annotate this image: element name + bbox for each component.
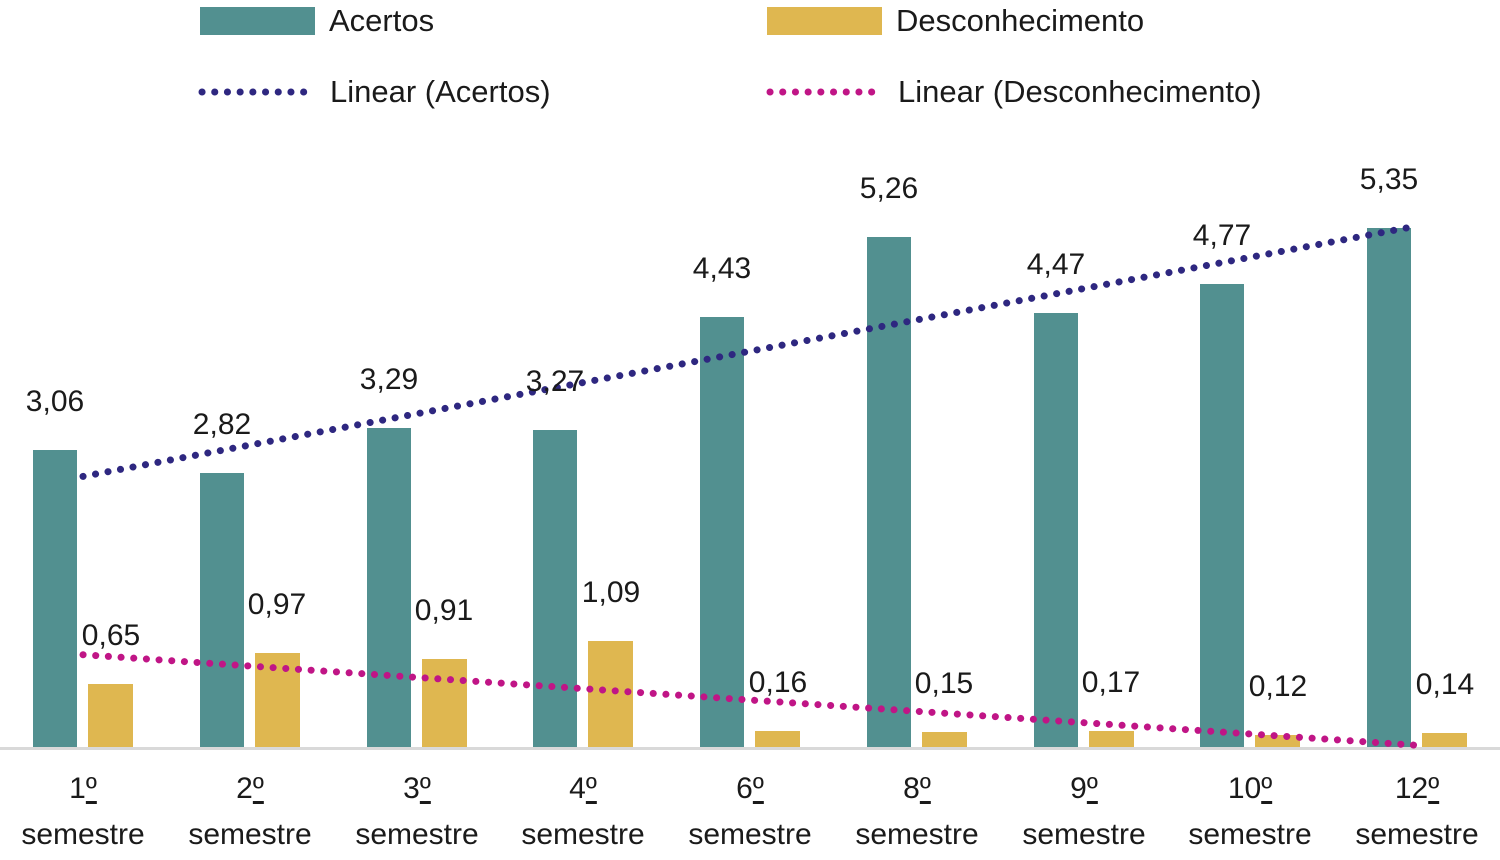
bar-acertos-7[interactable] xyxy=(1034,313,1078,747)
data-label-acertos-8: 4,77 xyxy=(1192,219,1252,252)
x-axis-line xyxy=(0,747,1500,750)
bar-acertos-6[interactable] xyxy=(867,237,911,747)
legend-label-acertos: Acertos xyxy=(329,3,435,38)
data-label-acertos-9: 5,35 xyxy=(1359,163,1419,196)
bar-acertos-4[interactable] xyxy=(533,430,577,747)
legend-label-linear-acertos: Linear (Acertos) xyxy=(330,74,551,109)
linear-acertos-swatch xyxy=(198,88,314,96)
bar-desconhecimento-9[interactable] xyxy=(1422,733,1467,747)
bar-acertos-1[interactable] xyxy=(33,450,77,747)
data-label-acertos-1: 3,06 xyxy=(25,385,85,418)
legend-label-linear-desconhecimento: Linear (Desconhecimento) xyxy=(898,74,1262,109)
data-label-acertos-2: 2,82 xyxy=(192,408,252,441)
x-axis-label-4: 4º semestre xyxy=(521,772,645,851)
bar-desconhecimento-4[interactable] xyxy=(588,641,633,747)
data-label-desconhecimento-5: 0,16 xyxy=(748,666,808,699)
bar-desconhecimento-2[interactable] xyxy=(255,653,300,747)
data-label-desconhecimento-7: 0,17 xyxy=(1081,666,1141,699)
x-axis-label-1: 1º semestre xyxy=(21,772,145,851)
x-axis-label-9: 12º semestre xyxy=(1355,772,1479,851)
x-axis-label-6: 8º semestre xyxy=(855,772,979,851)
bar-acertos-5[interactable] xyxy=(700,317,744,747)
data-label-acertos-5: 4,43 xyxy=(692,252,752,285)
bar-desconhecimento-1[interactable] xyxy=(88,684,133,747)
data-label-acertos-4: 3,27 xyxy=(525,365,585,398)
legend-item-linear-acertos[interactable]: Linear (Acertos) xyxy=(197,73,551,111)
bar-acertos-8[interactable] xyxy=(1200,284,1244,747)
x-axis-label-7: 9º semestre xyxy=(1022,772,1146,851)
legend-label-desconhecimento: Desconhecimento xyxy=(896,3,1145,38)
data-label-desconhecimento-3: 0,91 xyxy=(414,594,474,627)
bar-desconhecimento-6[interactable] xyxy=(922,732,967,747)
bar-acertos-3[interactable] xyxy=(367,428,411,747)
bar-acertos-9[interactable] xyxy=(1367,228,1411,747)
data-label-desconhecimento-1: 0,65 xyxy=(81,619,141,652)
data-label-acertos-7: 4,47 xyxy=(1026,248,1086,281)
linear-desconhecimento-swatch xyxy=(766,88,882,96)
data-label-desconhecimento-2: 0,97 xyxy=(247,588,307,621)
bar-desconhecimento-8[interactable] xyxy=(1255,735,1300,747)
desconhecimento-swatch xyxy=(767,7,882,35)
bar-desconhecimento-3[interactable] xyxy=(422,659,467,747)
data-label-acertos-6: 5,26 xyxy=(859,172,919,205)
x-axis-label-2: 2º semestre xyxy=(188,772,312,851)
data-label-desconhecimento-9: 0,14 xyxy=(1415,668,1475,701)
acertos-swatch xyxy=(200,7,315,35)
bar-desconhecimento-5[interactable] xyxy=(755,731,800,747)
bar-desconhecimento-7[interactable] xyxy=(1089,731,1134,747)
data-label-desconhecimento-6: 0,15 xyxy=(914,667,974,700)
data-label-acertos-3: 3,29 xyxy=(359,363,419,396)
legend-item-desconhecimento[interactable]: Desconhecimento xyxy=(767,2,1144,40)
data-label-desconhecimento-8: 0,12 xyxy=(1248,670,1308,703)
legend-item-linear-desconhecimento[interactable]: Linear (Desconhecimento) xyxy=(765,73,1262,111)
x-axis-label-3: 3º semestre xyxy=(355,772,479,851)
x-axis-label-5: 6º semestre xyxy=(688,772,812,851)
data-label-desconhecimento-4: 1,09 xyxy=(581,576,641,609)
legend-item-acertos[interactable]: Acertos xyxy=(200,2,434,40)
bar-acertos-2[interactable] xyxy=(200,473,244,747)
x-axis-label-8: 10º semestre xyxy=(1188,772,1312,851)
